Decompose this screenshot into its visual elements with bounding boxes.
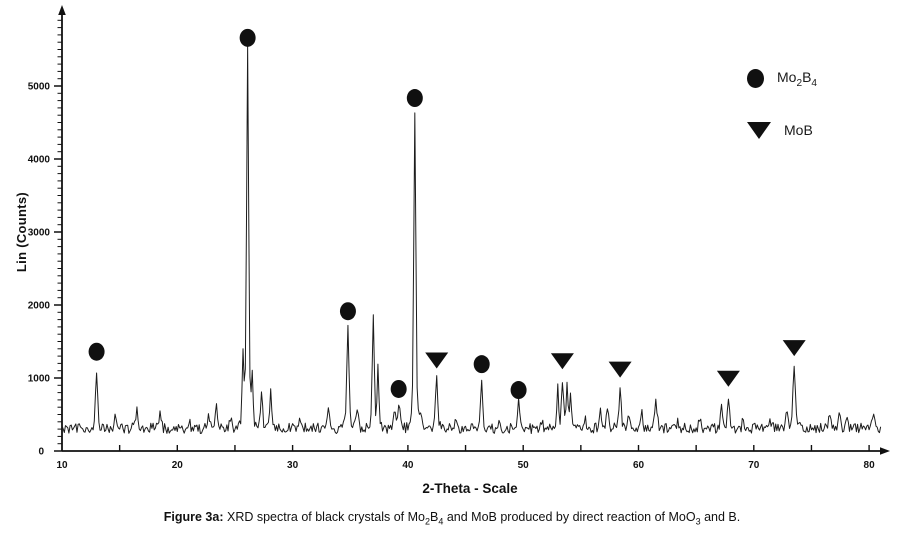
y-axis-ticks: 0 1000 2000 3000 4000 5000: [28, 19, 62, 458]
y-tick-label: 4000: [28, 155, 51, 166]
caption-segment: Figure 3a:: [163, 510, 224, 524]
y-axis-title: Lin (Counts): [14, 191, 29, 273]
mo2b4-peak-marker-icon: [473, 355, 490, 374]
x-tick-label: 80: [864, 460, 876, 471]
mo2b4-peak-marker-icon: [339, 302, 356, 321]
caption-segment: MoO3: [668, 510, 701, 527]
legend-label-mob: MoB: [784, 122, 813, 139]
spectrum-curve: [61, 45, 882, 435]
mo2b4-peak-marker-icon: [390, 379, 407, 398]
x-tick-label: 60: [633, 460, 645, 471]
x-tick-label: 30: [287, 460, 299, 471]
mob-peak-marker-icon: [550, 353, 574, 370]
caption-segment: and B.: [700, 510, 741, 524]
caption-segment: Mo2B4: [407, 510, 444, 527]
mob-peak-marker-icon: [782, 340, 806, 357]
legend-label-mo2b4: Mo2B4: [777, 69, 818, 89]
x-tick-label: 40: [402, 460, 414, 471]
x-axis-arrow-icon: [880, 447, 890, 455]
peak-markers: [88, 28, 806, 400]
x-axis-ticks: 10 20 30 40 50 60 70 80: [56, 445, 875, 471]
x-tick-label: 20: [172, 460, 184, 471]
mo2b4-peak-marker-icon: [406, 89, 423, 108]
x-tick-label: 50: [518, 460, 530, 471]
triangle-marker-icon: [747, 121, 771, 139]
mob-peak-marker-icon: [716, 370, 740, 387]
legend-item-mo2b4: Mo2B4: [747, 69, 817, 89]
mo2b4-peak-marker-icon: [510, 381, 527, 400]
y-axis-arrow-icon: [58, 5, 66, 15]
legend-item-mob: MoB: [747, 121, 817, 139]
y-tick-label: 3000: [28, 228, 51, 239]
caption-segment: XRD spectra of black crystals of: [223, 510, 408, 524]
mob-peak-marker-icon: [608, 361, 632, 378]
y-tick-label: 2000: [28, 301, 51, 312]
y-tick-label: 5000: [28, 82, 51, 93]
figure-caption: Figure 3a: XRD spectra of black crystals…: [0, 510, 904, 527]
x-tick-label: 70: [748, 460, 760, 471]
circle-marker-icon: [747, 69, 764, 89]
caption-segment: and MoB produced by direct reaction of: [443, 510, 669, 524]
x-tick-label: 10: [56, 460, 68, 471]
mo2b4-peak-marker-icon: [88, 342, 105, 361]
y-tick-label: 1000: [28, 374, 51, 385]
x-axis-title: 2-Theta - Scale: [422, 481, 518, 496]
mo2b4-peak-marker-icon: [239, 28, 256, 47]
legend: Mo2B4 MoB: [747, 69, 817, 139]
y-tick-label: 0: [38, 447, 44, 458]
mob-peak-marker-icon: [425, 352, 449, 369]
